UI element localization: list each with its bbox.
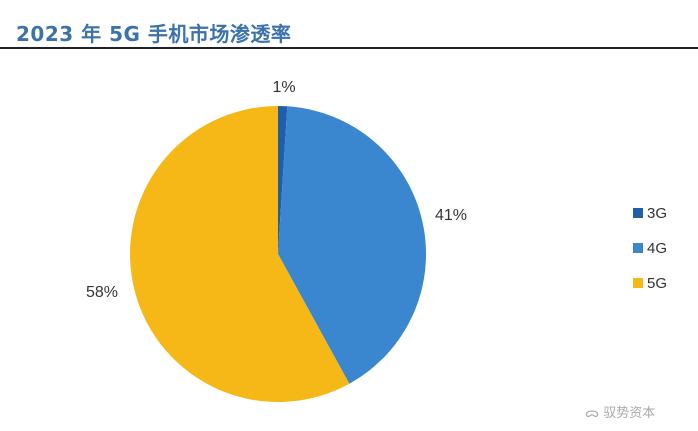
watermark-text: 驭势资本 <box>603 406 656 421</box>
pie-slice-4G <box>278 106 427 384</box>
legend-label-4G: 4G <box>647 240 667 257</box>
legend-label-5G: 5G <box>647 275 667 292</box>
legend-swatch-3G <box>633 208 643 218</box>
wechat-icon: ᯅ <box>585 406 604 421</box>
watermark: ᯅ 驭势资本 <box>585 402 655 421</box>
data-label-5G: 58% <box>86 284 118 301</box>
pie-slice-3G <box>278 106 288 254</box>
data-label-4G: 41% <box>435 207 467 224</box>
legend-label-3G: 3G <box>647 205 667 222</box>
chart-title: 2023 年 5G 手机市场渗透率 <box>16 22 292 46</box>
title-divider <box>0 47 698 49</box>
legend-swatch-4G <box>633 243 643 253</box>
legend-swatch-5G <box>633 278 643 288</box>
data-label-3G: 1% <box>272 79 295 96</box>
pie-slice-5G <box>129 106 350 402</box>
